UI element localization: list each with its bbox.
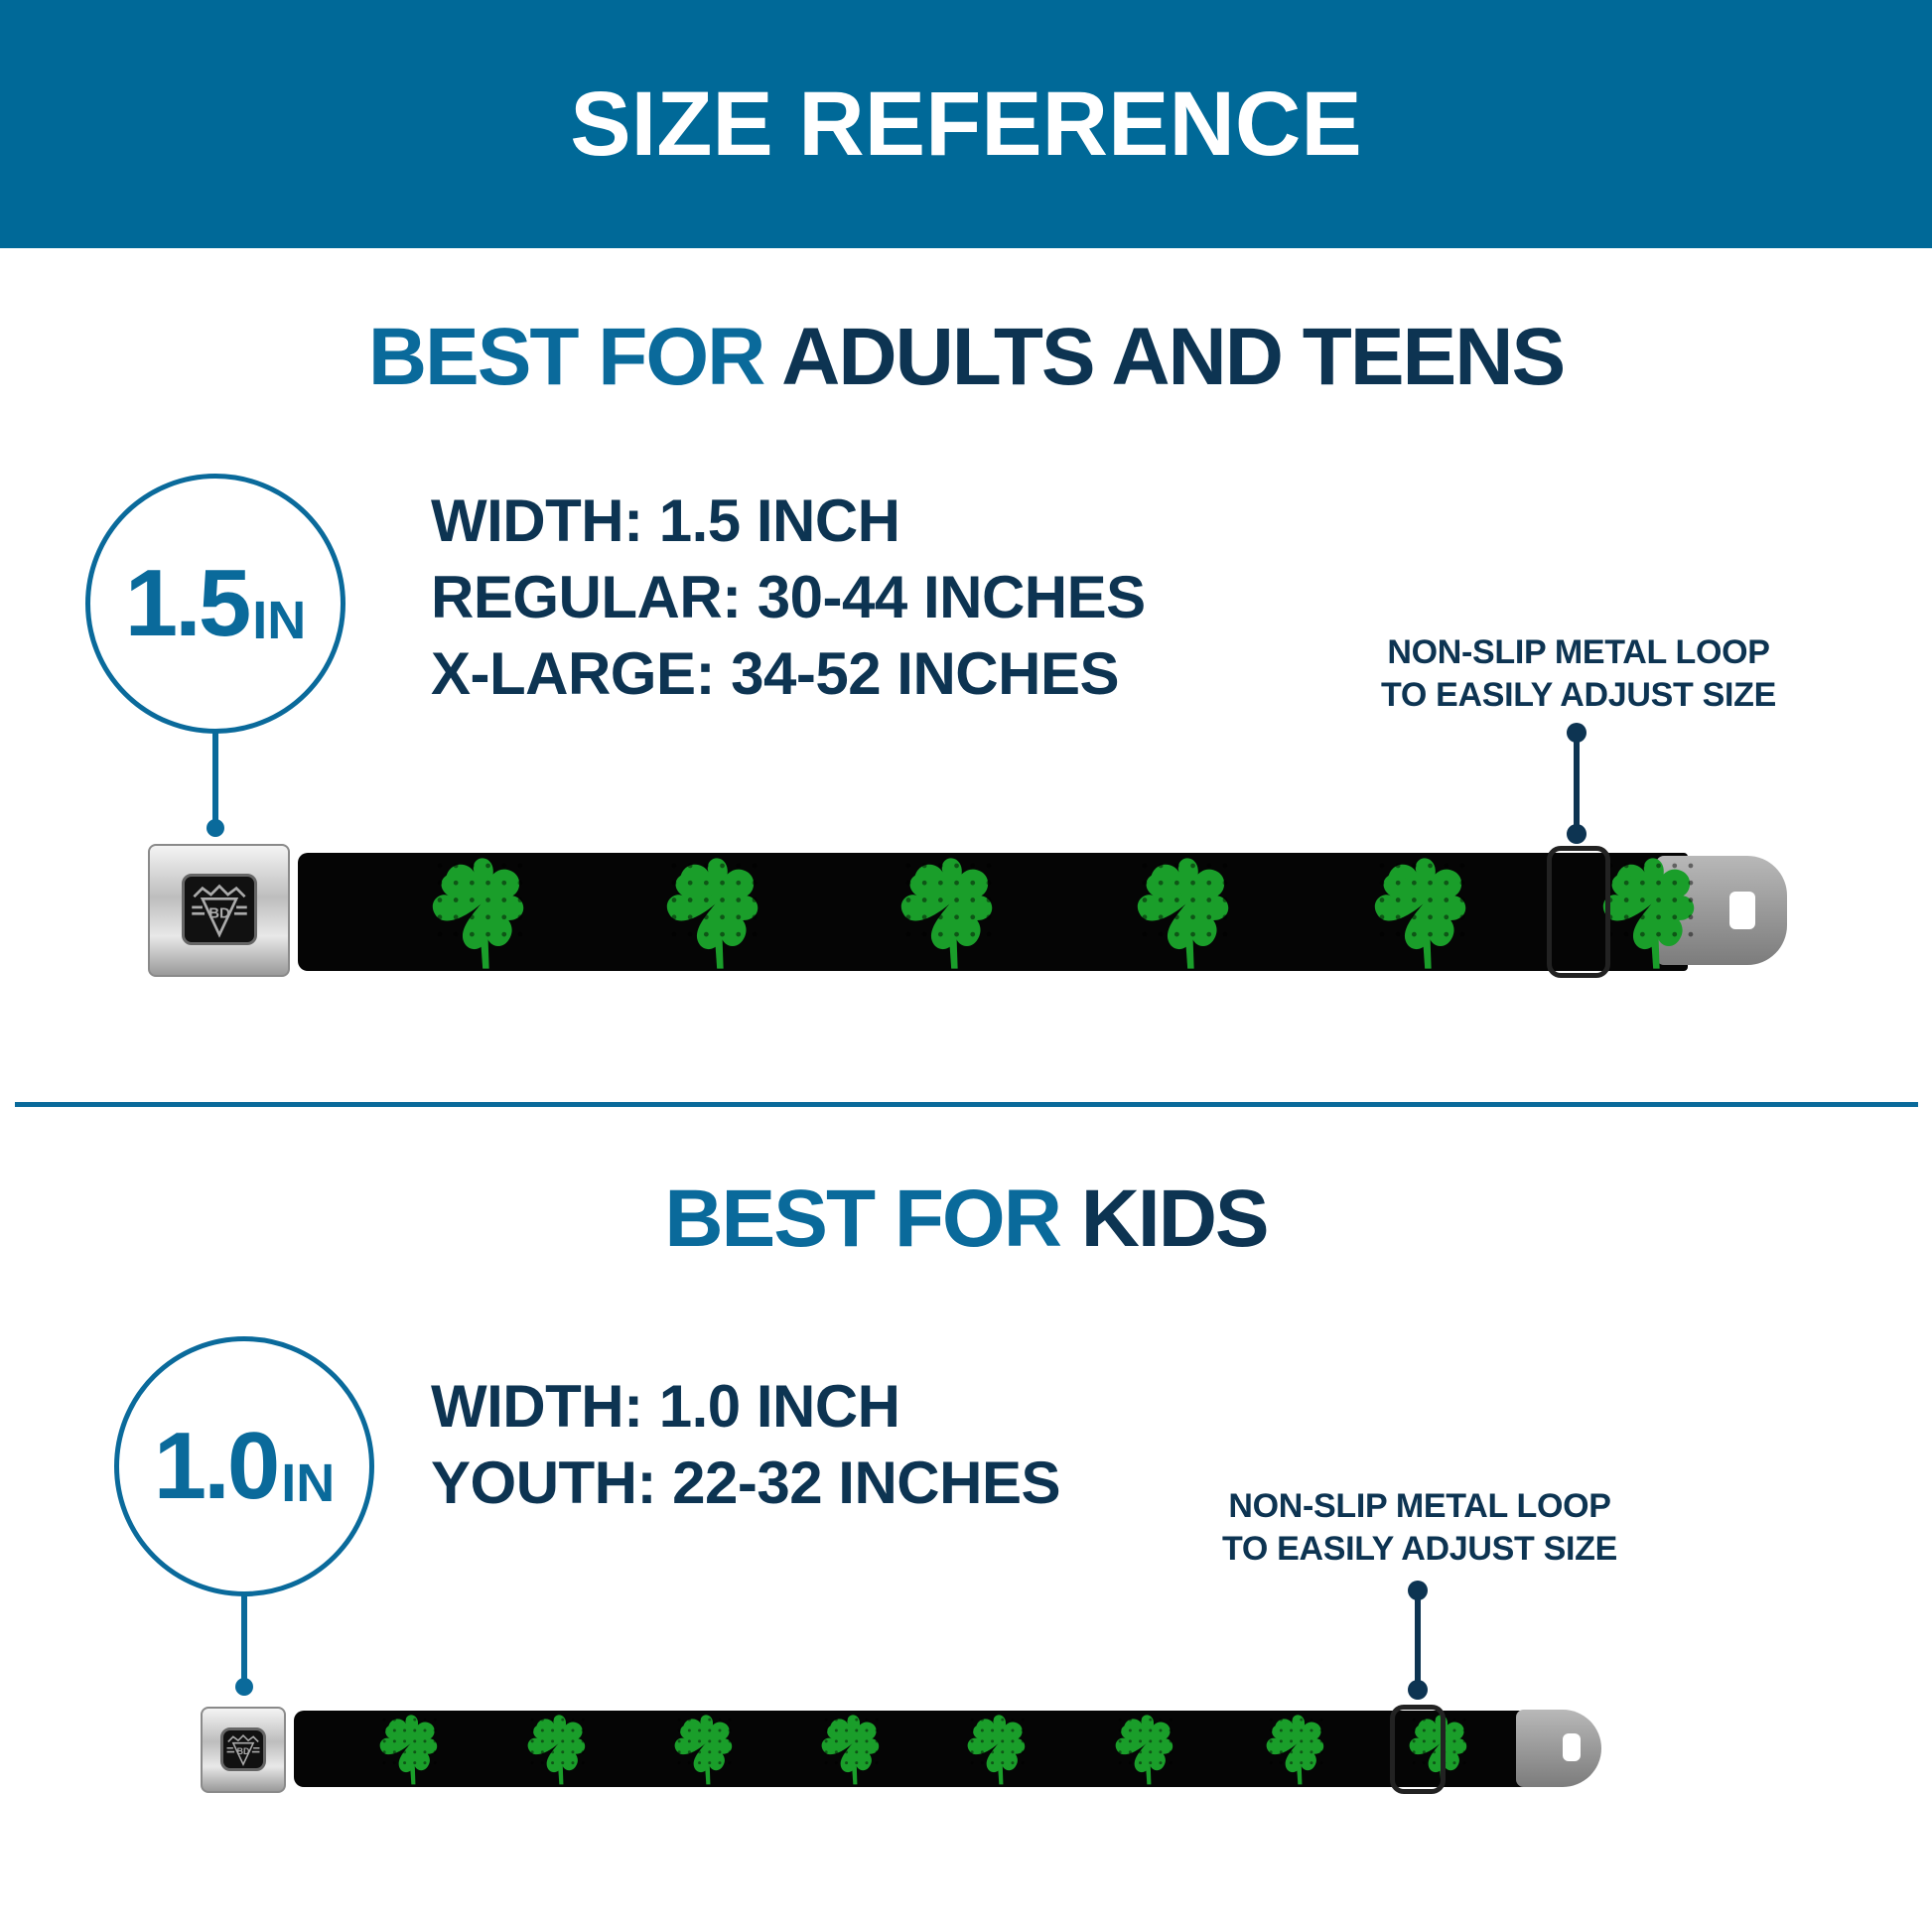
four-leaf-clover-icon: [967, 1714, 1026, 1785]
adults-heading: BEST FOR ADULTS AND TEENS: [0, 310, 1932, 405]
note-line-1: NON-SLIP METAL LOOP: [1387, 633, 1770, 671]
header-banner: [0, 0, 1932, 248]
adults-specs: WIDTH: 1.5 INCH REGULAR: 30-44 INCHES X-…: [431, 483, 1146, 712]
spec-xlarge: X-LARGE: 34-52 INCHES: [431, 640, 1119, 707]
metal-loop-icon: [1390, 1705, 1446, 1794]
four-leaf-clover-icon: [821, 1714, 880, 1785]
belt-strap: [294, 1711, 1535, 1787]
badge-connector-dot: [235, 1678, 253, 1696]
note-dot-bottom: [1408, 1680, 1428, 1700]
bd-logo-icon: BD: [192, 884, 247, 938]
spec-youth: YOUTH: 22-32 INCHES: [431, 1449, 1060, 1516]
four-leaf-clover-icon: [900, 857, 993, 969]
badge-connector-line: [212, 733, 218, 828]
four-leaf-clover-icon: [1602, 857, 1695, 969]
tab-hole: [1563, 1733, 1581, 1761]
spec-width: WIDTH: 1.0 INCH: [431, 1373, 900, 1440]
note-line-2: TO EASILY ADJUST SIZE: [1380, 676, 1777, 714]
adults-loop-note: NON-SLIP METAL LOOP TO EASILY ADJUST SIZ…: [1350, 631, 1807, 717]
kids-loop-note: NON-SLIP METAL LOOP TO EASILY ADJUST SIZ…: [1191, 1485, 1648, 1571]
badge-connector-line: [241, 1595, 247, 1687]
note-connector-line: [1574, 733, 1580, 832]
adults-heading-rest: ADULTS AND TEENS: [781, 312, 1566, 402]
four-leaf-clover-icon: [1115, 1714, 1173, 1785]
note-connector-line: [1415, 1590, 1421, 1688]
spec-regular: REGULAR: 30-44 INCHES: [431, 564, 1146, 630]
badge-unit: IN: [281, 1453, 336, 1513]
four-leaf-clover-icon: [666, 857, 759, 969]
svg-text:BD: BD: [237, 1746, 250, 1756]
four-leaf-clover-icon: [379, 1714, 438, 1785]
width-badge-adults: 1.5 IN: [85, 474, 345, 734]
svg-text:BD: BD: [208, 905, 230, 922]
four-leaf-clover-icon: [432, 857, 524, 969]
note-dot-bottom: [1567, 824, 1587, 844]
metal-loop-icon: [1547, 846, 1610, 978]
badge-number: 1.0: [153, 1413, 280, 1519]
four-leaf-clover-icon: [1137, 857, 1229, 969]
kids-heading: BEST FOR KIDS: [0, 1172, 1932, 1267]
kids-heading-rest: KIDS: [1080, 1173, 1270, 1264]
four-leaf-clover-icon: [1374, 857, 1466, 969]
buckle-logo: BD: [182, 874, 257, 945]
buckle-logo: BD: [220, 1727, 266, 1771]
four-leaf-clover-icon: [1266, 1714, 1324, 1785]
note-line-2: TO EASILY ADJUST SIZE: [1221, 1530, 1618, 1568]
badge-unit: IN: [252, 591, 307, 650]
badge-connector-dot: [207, 819, 224, 837]
width-badge-kids: 1.0 IN: [114, 1336, 374, 1596]
note-line-1: NON-SLIP METAL LOOP: [1228, 1487, 1611, 1525]
four-leaf-clover-icon: [674, 1714, 733, 1785]
kids-specs: WIDTH: 1.0 INCH YOUTH: 22-32 INCHES: [431, 1368, 1060, 1521]
section-divider: [15, 1102, 1918, 1107]
belt-end-tab: [1516, 1710, 1601, 1787]
spec-width: WIDTH: 1.5 INCH: [431, 487, 900, 554]
tab-hole: [1729, 892, 1755, 929]
adults-heading-accent: BEST FOR: [367, 312, 766, 402]
kids-heading-accent: BEST FOR: [664, 1173, 1062, 1264]
page-title: SIZE REFERENCE: [570, 73, 1362, 175]
badge-number: 1.5: [124, 550, 251, 656]
bd-logo-icon: BD: [226, 1733, 260, 1767]
four-leaf-clover-icon: [527, 1714, 586, 1785]
